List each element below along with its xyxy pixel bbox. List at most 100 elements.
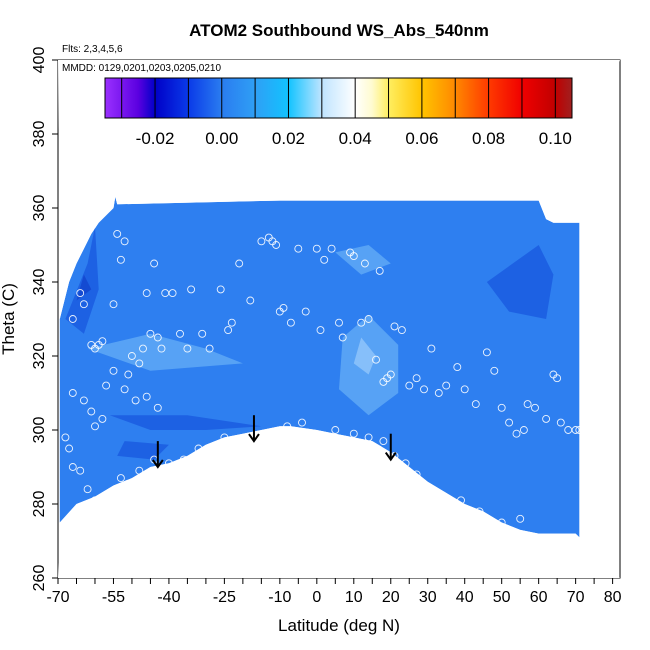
sample-point	[434, 389, 443, 397]
sample-point	[405, 381, 414, 390]
sample-point	[79, 396, 88, 405]
field-patch	[335, 245, 391, 275]
sample-point	[131, 396, 140, 405]
sample-point	[83, 485, 92, 494]
sample-point	[286, 318, 295, 327]
y-tick-label: 360	[31, 195, 48, 222]
colorbar-tick-label: 0.00	[205, 129, 238, 148]
sample-point	[490, 366, 499, 375]
sample-point	[135, 359, 144, 368]
sample-point	[327, 244, 336, 253]
colorbar-gradient	[104, 77, 573, 119]
sample-point	[364, 315, 373, 323]
sample-point	[79, 300, 88, 309]
colorbar-tick-label: 0.08	[472, 129, 505, 148]
sample-point	[120, 237, 129, 246]
sample-point	[153, 333, 162, 342]
x-tick-label: 80	[604, 589, 622, 606]
sample-point	[338, 333, 347, 342]
sample-point	[113, 229, 122, 238]
sample-point	[497, 403, 506, 412]
sample-point	[460, 385, 469, 394]
sample-point	[482, 348, 491, 357]
sample-point	[442, 381, 451, 390]
sample-point	[76, 466, 85, 475]
sample-point	[102, 381, 111, 390]
sample-point	[227, 318, 236, 327]
tropopause-arrow	[384, 433, 397, 462]
sample-point	[519, 426, 528, 434]
colorbar-tick-label: 0.06	[405, 129, 438, 148]
sample-point	[153, 403, 162, 412]
sample-point	[575, 426, 584, 434]
chart-title: ATOM2 Southbound WS_Abs_540nm	[189, 21, 489, 40]
arrow-head	[384, 452, 397, 462]
sample-point	[116, 474, 125, 483]
field-patch	[87, 333, 243, 371]
sample-point	[65, 444, 74, 453]
sample-point	[379, 437, 388, 446]
field-area	[59, 196, 580, 538]
sample-point	[142, 392, 151, 401]
sample-point	[68, 463, 77, 471]
sample-point	[360, 259, 369, 268]
sample-point	[294, 244, 303, 253]
sample-point	[523, 400, 532, 409]
sample-point	[412, 374, 421, 383]
colorbar: -0.02 0.00 0.02 0.04 0.06 0.08 0.10	[104, 77, 573, 148]
sample-point	[98, 337, 107, 346]
sample-point	[401, 459, 410, 468]
flights-note: Flts: 2,3,4,5,6	[62, 44, 123, 55]
sample-point	[553, 374, 562, 383]
sample-point	[372, 355, 380, 364]
y-tick-label: 320	[31, 343, 48, 370]
sample-point	[279, 303, 288, 312]
y-tick-label: 280	[31, 491, 48, 518]
sample-point	[224, 326, 233, 335]
sample-point	[301, 307, 310, 316]
sample-point	[68, 315, 77, 323]
sample-point	[109, 366, 118, 375]
sample-point	[76, 289, 85, 298]
sample-point	[142, 289, 151, 298]
y-tick-label: 340	[31, 269, 48, 296]
sample-point	[427, 344, 436, 353]
sample-point	[257, 237, 266, 246]
x-tick-label: 20	[382, 589, 400, 606]
sample-point	[349, 429, 358, 438]
sample-point	[135, 466, 144, 475]
sample-point	[146, 329, 155, 338]
x-tick-label: 60	[530, 589, 548, 606]
sample-point	[91, 496, 99, 505]
sample-point	[571, 426, 580, 434]
sample-point	[312, 244, 321, 253]
x-tick-label: -70	[46, 589, 69, 606]
sample-point	[183, 344, 192, 353]
arrow-head	[152, 459, 164, 469]
y-tick-label: 300	[31, 417, 48, 444]
sample-point	[420, 385, 428, 394]
sample-point	[531, 403, 539, 412]
sample-point	[412, 470, 421, 479]
y-tick-label: 260	[31, 565, 48, 592]
sample-point	[375, 266, 384, 275]
field-patch	[486, 245, 554, 319]
x-axis-label: Latitude (deg N)	[278, 616, 400, 635]
sample-point	[357, 318, 366, 327]
sample-point	[61, 433, 70, 442]
sample-point	[194, 444, 203, 453]
x-tick-label: 0	[312, 589, 321, 606]
x-tick-label: 30	[419, 589, 437, 606]
sample-point	[320, 255, 329, 264]
sample-point	[497, 518, 506, 527]
sample-point	[216, 285, 225, 294]
x-tick-label: -25	[213, 589, 236, 606]
field-patch	[65, 226, 99, 334]
x-tick-label: -40	[157, 589, 180, 606]
sample-point	[556, 418, 565, 427]
sample-point	[116, 255, 125, 264]
field-patch	[353, 337, 376, 375]
x-tick-label: -55	[102, 589, 125, 606]
sample-point	[220, 433, 229, 442]
